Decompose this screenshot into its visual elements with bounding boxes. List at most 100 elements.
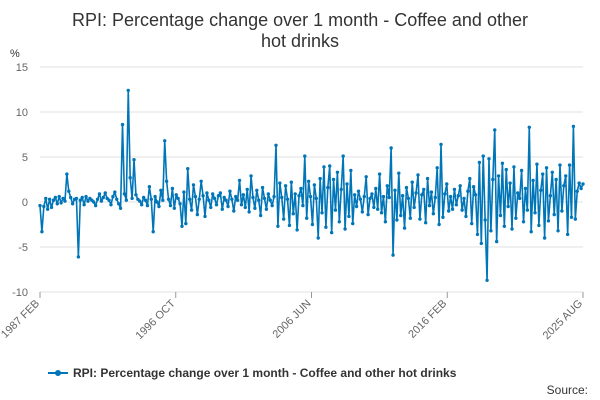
data-point xyxy=(193,194,198,199)
data-point xyxy=(122,192,127,196)
data-point xyxy=(139,203,144,207)
data-point xyxy=(475,232,480,237)
data-point xyxy=(93,203,98,208)
data-point xyxy=(303,154,307,158)
data-point xyxy=(107,198,111,202)
data-point xyxy=(400,194,405,198)
data-point xyxy=(420,193,424,197)
legend-marker-swatch xyxy=(55,370,61,376)
data-point xyxy=(341,154,345,158)
data-point xyxy=(44,196,48,201)
data-point xyxy=(61,196,65,201)
data-point xyxy=(207,198,211,202)
data-point xyxy=(389,146,393,150)
data-point xyxy=(546,219,551,223)
data-point xyxy=(395,218,399,222)
data-point xyxy=(170,186,175,191)
data-point xyxy=(331,177,336,182)
data-point xyxy=(159,188,163,192)
data-point xyxy=(535,162,539,166)
data-point xyxy=(493,128,497,132)
data-point xyxy=(487,157,491,161)
data-point xyxy=(151,230,155,234)
data-point xyxy=(116,202,121,206)
data-point xyxy=(429,190,434,194)
data-point xyxy=(126,88,130,93)
data-point xyxy=(182,190,186,194)
data-point xyxy=(63,199,67,203)
data-point xyxy=(391,253,395,257)
data-point xyxy=(109,203,113,207)
data-point xyxy=(99,199,104,203)
data-point xyxy=(458,184,462,188)
data-point xyxy=(178,202,182,206)
data-point xyxy=(416,173,420,177)
data-point xyxy=(514,216,518,220)
data-point xyxy=(560,209,564,213)
data-point xyxy=(412,205,416,210)
legend[interactable]: RPI: Percentage change over 1 month - Co… xyxy=(48,366,457,380)
data-point xyxy=(318,176,322,181)
data-point xyxy=(45,207,50,211)
data-point xyxy=(272,194,276,199)
data-point xyxy=(504,167,508,172)
chart-title-line-2: hot drinks xyxy=(261,31,339,51)
data-point xyxy=(57,194,61,199)
data-point xyxy=(437,222,441,227)
x-axis-ticks xyxy=(39,292,584,298)
data-point xyxy=(209,205,213,210)
data-point xyxy=(500,161,505,165)
data-point xyxy=(161,198,165,202)
data-point xyxy=(65,172,69,176)
data-point xyxy=(337,220,342,224)
data-point xyxy=(228,189,232,193)
data-point xyxy=(320,211,324,215)
data-point xyxy=(235,198,240,202)
data-point xyxy=(241,193,246,197)
data-point xyxy=(172,206,177,210)
data-point xyxy=(199,179,203,183)
data-point xyxy=(103,191,107,195)
data-point xyxy=(101,195,106,200)
data-point xyxy=(519,168,524,173)
data-point xyxy=(383,220,388,224)
data-point xyxy=(295,228,299,232)
data-point xyxy=(343,227,347,231)
data-point xyxy=(255,188,259,192)
data-point xyxy=(464,214,468,219)
x-tick-label: 1987 FEB xyxy=(0,298,42,341)
data-point xyxy=(147,185,152,189)
data-point xyxy=(537,223,541,228)
data-point xyxy=(289,180,294,184)
data-point xyxy=(410,180,414,184)
data-point xyxy=(462,196,466,201)
data-point xyxy=(120,122,125,127)
data-point xyxy=(372,205,376,210)
data-point xyxy=(264,207,269,211)
data-point xyxy=(510,227,514,231)
data-point xyxy=(283,184,288,188)
data-point xyxy=(128,176,132,180)
data-point xyxy=(333,208,338,212)
data-point xyxy=(422,187,426,192)
data-point xyxy=(176,196,180,201)
data-point xyxy=(439,142,443,147)
x-tick-label: 1996 OCT xyxy=(134,297,179,342)
data-point xyxy=(297,194,301,198)
data-point xyxy=(69,195,73,200)
data-point xyxy=(581,182,585,186)
data-point xyxy=(552,212,556,217)
data-point xyxy=(531,178,535,183)
data-point xyxy=(345,182,349,186)
data-point xyxy=(541,172,545,176)
data-point xyxy=(376,207,380,211)
chart-title-line-1: RPI: Percentage change over 1 month - Co… xyxy=(72,10,528,30)
data-point xyxy=(316,236,320,240)
data-point xyxy=(38,203,42,208)
data-point xyxy=(381,194,386,199)
data-point xyxy=(494,239,499,244)
data-point xyxy=(214,203,219,207)
data-point xyxy=(508,181,512,185)
data-point xyxy=(186,167,190,171)
data-point xyxy=(550,170,554,174)
